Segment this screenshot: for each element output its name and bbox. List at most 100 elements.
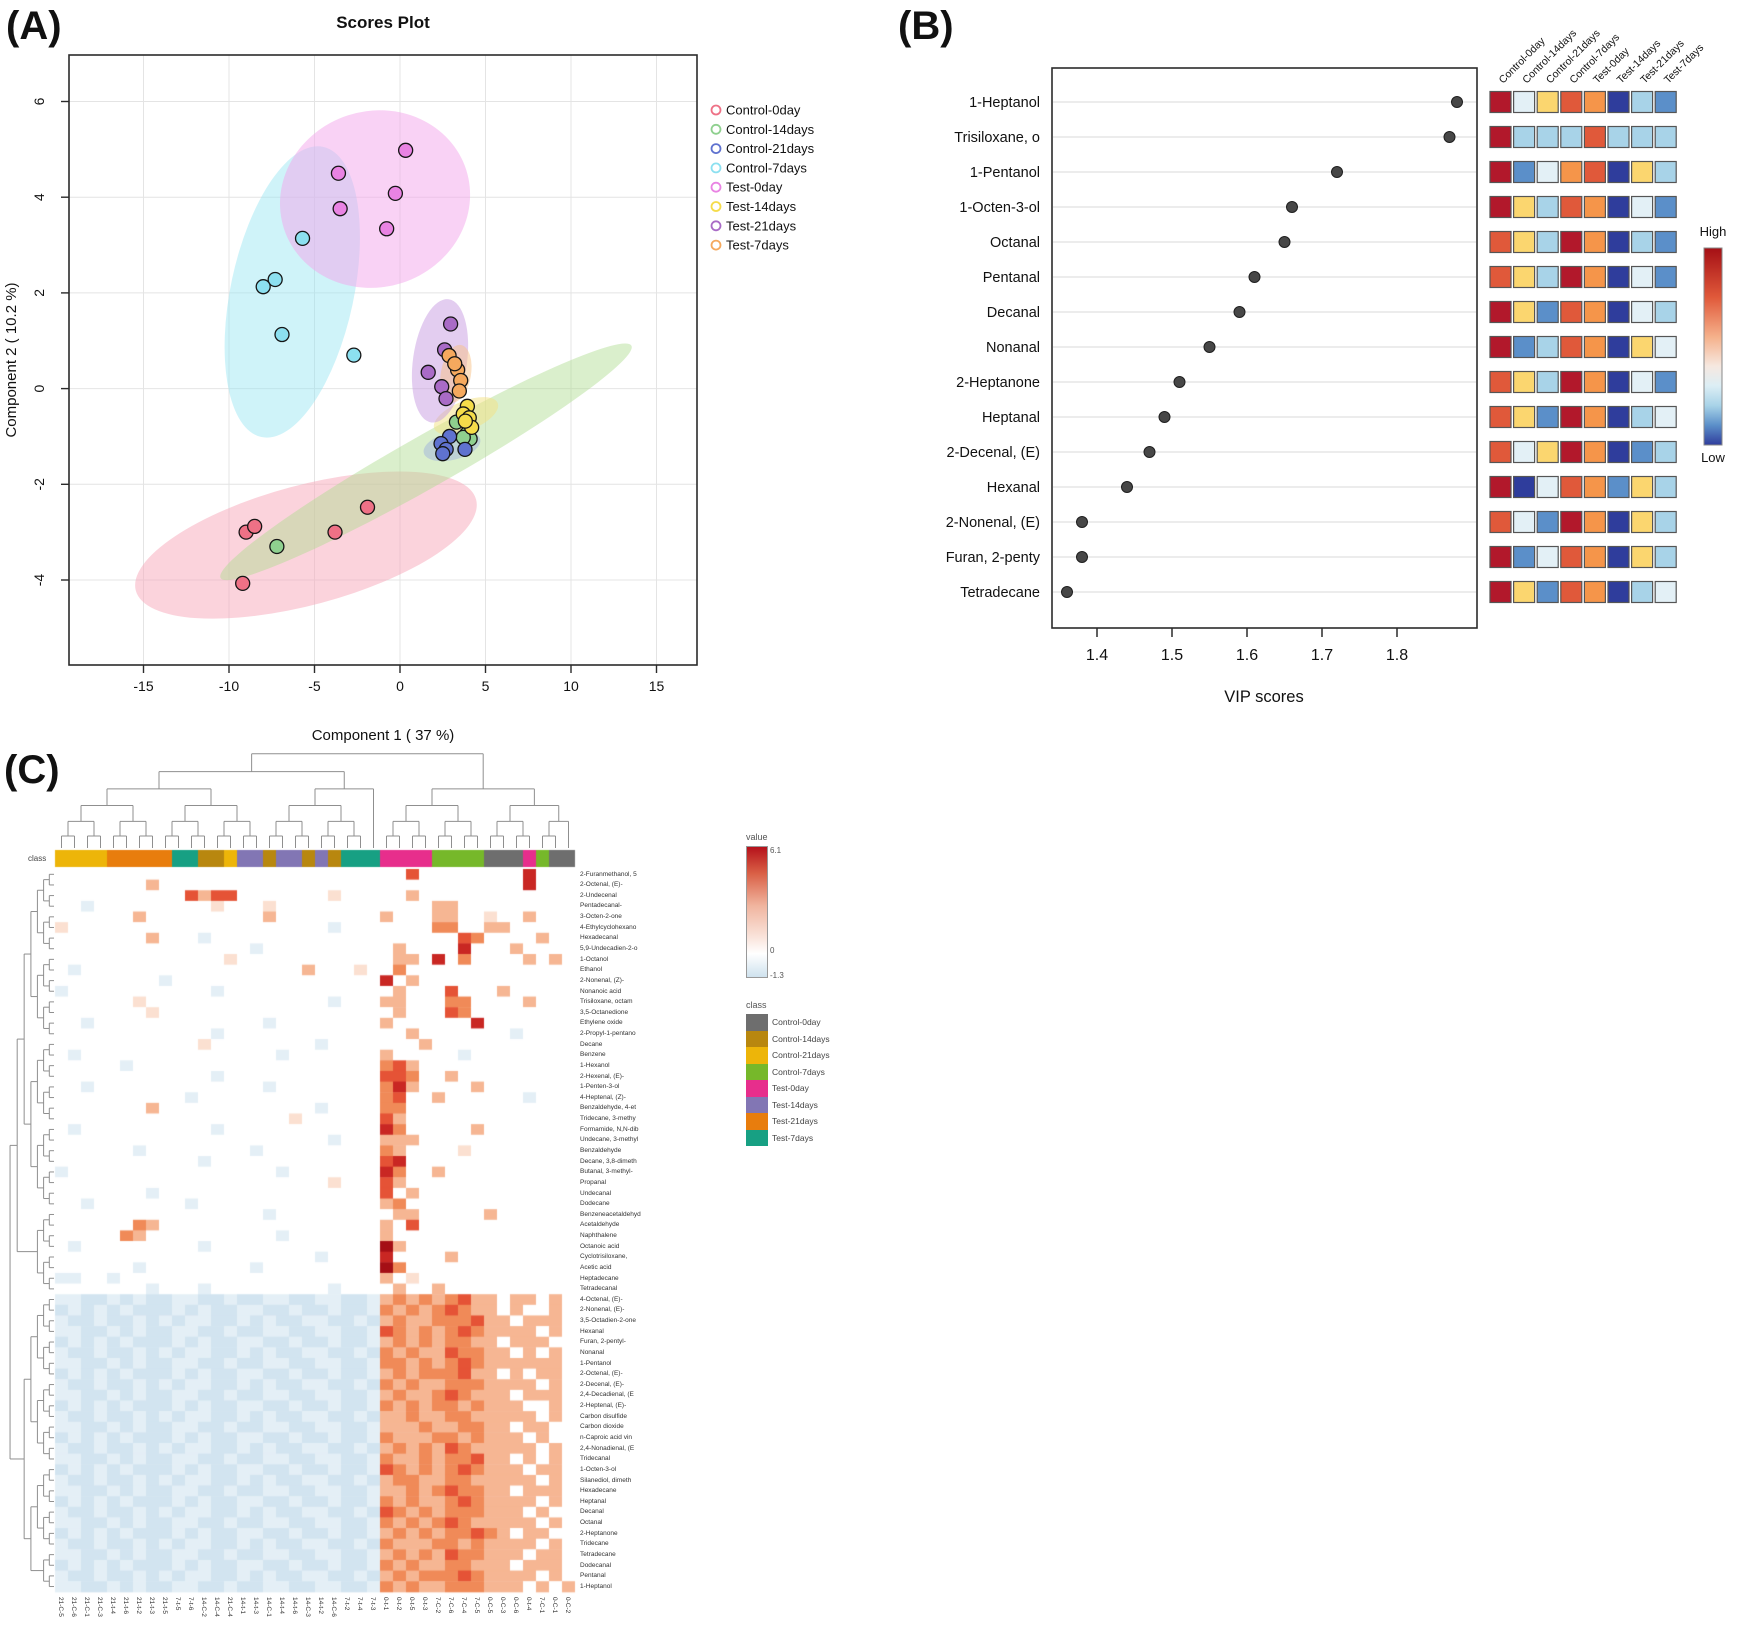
heatmap-row-label: Nonanal [580,1348,605,1356]
class-legend-label: Control-7days [772,1066,825,1077]
heatmap-row-label: 3,5-Octanedione [580,1008,629,1016]
heatmap-row-label: 2,4-Decadienal, (E [580,1391,634,1399]
vip-heat-cell [1489,545,1512,569]
heatmap-row-label: n-Caproic acid vin [580,1433,633,1441]
heatmap-row-label: Benzaldehyde [580,1146,622,1154]
vip-category-label: 1-Heptanol [969,95,1040,111]
heatmap-row-label: Pentadecanal- [580,902,622,910]
class-legend-swatch [746,1014,768,1031]
vip-heat-cell [1654,580,1677,604]
x-tick-label: -15 [133,678,153,694]
vip-heat-cell [1489,160,1512,184]
confidence-ellipse-Test-0day [279,110,471,288]
heatmap-row-label: Carbon dioxide [580,1423,624,1431]
heatmap-row-label: Carbon disulfide [580,1412,627,1420]
heatmap-column-label: 14-C-3 [304,1597,311,1617]
vip-heat-cell [1512,265,1536,289]
vip-heat-cell [1489,300,1512,324]
heatmap-row-label: Benzene [580,1051,606,1059]
heatmap-column-label: 21-C-6 [70,1597,77,1617]
vip-heat-cell [1560,265,1583,289]
scatter-point-Control-0day [235,575,251,591]
heatmap-column-label: 21-t-5 [161,1597,168,1614]
vip-heat-cell [1654,265,1677,289]
legend-marker-Control-14days [710,123,722,135]
scatter-point-Control-21days [457,441,473,458]
vip-heat-cell [1536,510,1559,534]
heatmap-row-label: 1-Pentanol [580,1359,612,1367]
vip-dot [1061,586,1073,598]
heatmap-row-label: 2-Propyl-1-pentano [580,1030,636,1038]
vip-heat-cell [1630,440,1654,464]
vip-category-label: Decanal [987,305,1040,321]
vip-category-label: Tetradecane [960,585,1040,601]
heatmap-row-label: 2-Decenal, (E)- [580,1380,625,1388]
vip-heat-cell [1654,370,1677,394]
vip-heat-cell [1560,405,1583,429]
vip-heat-cell [1536,265,1559,289]
vip-heat-cell [1489,125,1512,149]
scatter-point-Test-21days [438,390,454,407]
scatter-point-Control-0day [246,518,263,535]
vip-heat-cell [1560,230,1583,254]
vip-scale-high-label: High [1700,224,1727,239]
x-tick-label: 0 [396,678,404,694]
vip-dot [1443,131,1456,143]
vip-heat-cell [1630,265,1654,289]
class-legend-item: Control-7days [746,1063,825,1080]
vip-dot [1076,516,1088,528]
scatter-point-Test-0day [379,221,395,237]
vip-heat-cell [1607,90,1630,114]
scatter-point-Control-21days [435,446,451,462]
vip-heat-cell [1536,125,1559,149]
vip-heat-cell [1489,370,1512,394]
heatmap-row-label: 2,4-Nonadienal, (E [580,1444,635,1452]
class-legend-swatch [746,1096,768,1113]
scatter-point-Control-7days [294,230,311,247]
vip-heat-cell [1536,195,1559,219]
legend-item-label: Test-7days [726,238,789,253]
vip-heat-cell [1512,580,1536,604]
heatmap-column-label: 0-t-3 [421,1597,428,1611]
vip-heat-cell [1583,265,1607,289]
heatmap-row-label: 4-Octenal, (E)- [580,1295,623,1303]
heatmap-row-label: Tridecane [580,1540,609,1548]
vip-category-label: 2-Nonenal, (E) [946,515,1040,531]
vip-dot [1143,446,1156,458]
vip-heat-cell [1583,510,1607,534]
pca-y-axis-label: Component 2 ( 10.2 %) [3,282,20,437]
heatmap-column-label: 14-t-4 [278,1597,285,1614]
heatmap-row-label: Tetradecanal [580,1285,618,1293]
vip-heat-cell [1560,440,1583,464]
heatmap-column-label: 7-C-2 [434,1597,441,1614]
heatmap-row-label: 2-Heptenal, (E)- [580,1402,627,1410]
heatmap-row-label: 3,5-Octadien-2-one [580,1317,637,1325]
heatmap-row-label: 2-Octenal, (E)- [580,1370,623,1378]
heatmap-row-label: Decane [580,1040,603,1048]
heatmap-row-label: 5,9-Undecadien-2-o [580,945,638,952]
heatmap-row-label: Heptanal [580,1497,607,1505]
vip-category-label: Octanal [990,235,1040,251]
heatmap-column-label: 7-t-5 [174,1597,181,1611]
vip-heat-cell [1654,405,1677,429]
y-tick-label: 4 [31,193,47,201]
heatmap-column-label: 14-C-4 [213,1597,220,1617]
vip-heat-cell [1630,230,1654,254]
vip-heat-cell [1512,195,1536,219]
vip-heat-cell [1536,405,1559,429]
class-legend-item: Test-0day [746,1080,809,1097]
vip-category-label: Hexanal [987,480,1040,496]
vip-heat-cell [1512,545,1536,569]
class-bar-caption: class [28,854,47,863]
heatmap-row-label: Tridecane, 3-methy [580,1115,636,1123]
heatmap-column-label: 14-C-6 [330,1597,337,1617]
legend-item-label: Control-0day [726,103,801,118]
heatmap-row-label: Furan, 2-pentyl- [580,1338,626,1346]
vip-heat-cell [1630,405,1654,429]
heatmap-column-label: 21-t-2 [135,1597,142,1614]
class-legend-swatch [746,1063,768,1080]
y-tick-label: -2 [31,478,47,491]
class-legend-label: Test-21days [772,1116,818,1127]
vip-heat-cell [1607,265,1630,289]
